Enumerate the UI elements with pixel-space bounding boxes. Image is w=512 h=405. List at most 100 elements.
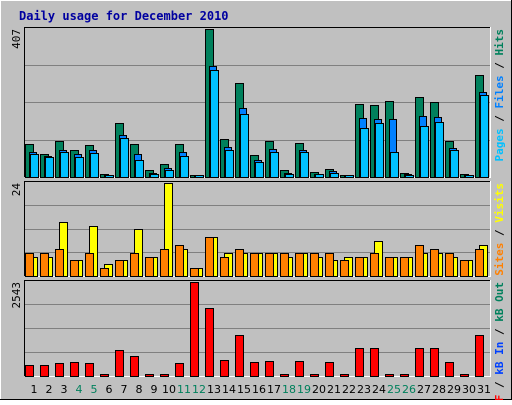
bar-kb-f-day-18 — [280, 374, 289, 377]
bar-sites-day-25 — [385, 257, 394, 277]
bar-kb-f-day-15 — [235, 335, 244, 377]
day-label-23: 23 — [357, 383, 371, 396]
bar-sites-day-16 — [250, 253, 259, 277]
bar-pages-day-24 — [375, 123, 384, 178]
bar-kb-f-day-16 — [250, 362, 259, 377]
bar-sites-day-24 — [370, 253, 379, 277]
day-label-22: 22 — [342, 383, 356, 396]
bar-kb-f-day-14 — [220, 360, 229, 377]
day-label-8: 8 — [136, 383, 143, 396]
bar-kb-f-day-10 — [160, 374, 169, 377]
day-label-2: 2 — [46, 383, 53, 396]
bar-kb-f-day-21 — [325, 362, 334, 377]
bar-sites-day-7 — [115, 260, 124, 277]
day-label-7: 7 — [121, 383, 128, 396]
bar-kb-f-day-2 — [40, 365, 49, 377]
bar-pages-day-11 — [180, 156, 189, 178]
bar-pages-day-31 — [480, 95, 489, 178]
bar-pages-day-29 — [450, 150, 459, 178]
legend-part-2: kB In — [493, 342, 506, 375]
day-label-26: 26 — [402, 383, 416, 396]
bar-sites-day-5 — [85, 253, 94, 277]
bar-pages-day-7 — [120, 138, 129, 178]
bar-pages-day-20 — [315, 174, 324, 178]
bar-sites-day-12 — [190, 268, 199, 277]
bar-sites-day-22 — [340, 260, 349, 277]
bar-kb-f-day-12 — [190, 282, 199, 377]
bar-sites-day-3 — [55, 249, 64, 277]
bar-kb-f-day-20 — [310, 374, 319, 377]
bar-pages-day-23 — [360, 128, 369, 178]
bar-kb-f-day-24 — [370, 348, 379, 377]
bar-sites-day-2 — [40, 253, 49, 277]
day-label-24: 24 — [372, 383, 386, 396]
legend-part-3: / — [493, 322, 506, 342]
bar-pages-day-14 — [225, 150, 234, 178]
bar-sites-day-9 — [145, 257, 154, 277]
bar-pages-day-28 — [435, 122, 444, 178]
legend-part-0: Sites — [493, 243, 506, 276]
day-label-21: 21 — [327, 383, 341, 396]
day-label-3: 3 — [61, 383, 68, 396]
day-label-16: 16 — [252, 383, 266, 396]
day-label-10: 10 — [162, 383, 176, 396]
day-label-1: 1 — [31, 383, 38, 396]
panel-hits-files-pages-legend: Pages / Files / Hits — [493, 29, 506, 162]
bar-sites-day-18 — [280, 253, 289, 277]
bar-kb-f-day-31 — [475, 335, 484, 377]
bar-kb-f-day-23 — [355, 348, 364, 377]
day-label-31: 31 — [477, 383, 491, 396]
day-label-28: 28 — [432, 383, 446, 396]
bar-kb-f-day-5 — [85, 363, 94, 377]
bar-sites-day-27 — [415, 245, 424, 277]
bar-pages-day-6 — [105, 175, 114, 178]
bar-kb-f-day-9 — [145, 374, 154, 377]
panel-kbf-kbin-kbout-max-label: 2543 — [10, 282, 23, 309]
bar-kb-f-day-3 — [55, 363, 64, 377]
day-label-13: 13 — [207, 383, 221, 396]
panel-visits-sites-max-label: 24 — [10, 183, 23, 197]
bar-sites-day-10 — [160, 249, 169, 277]
bar-pages-day-18 — [285, 174, 294, 178]
bar-pages-day-5 — [90, 153, 99, 178]
bar-pages-day-1 — [30, 154, 39, 178]
legend-part-1: / — [493, 109, 506, 129]
bar-sites-day-14 — [220, 257, 229, 277]
bar-kb-f-day-6 — [100, 374, 109, 377]
legend-part-3: / — [493, 56, 506, 76]
bar-sites-day-31 — [475, 249, 484, 277]
bar-pages-day-30 — [465, 175, 474, 178]
legend-part-4: Hits — [493, 29, 506, 56]
day-label-17: 17 — [267, 383, 281, 396]
bar-sites-day-6 — [100, 268, 109, 277]
bar-pages-day-26 — [405, 175, 414, 178]
day-label-14: 14 — [222, 383, 236, 396]
bar-kb-f-day-30 — [460, 374, 469, 377]
bar-pages-day-21 — [330, 173, 339, 178]
day-label-12: 12 — [192, 383, 206, 396]
day-label-19: 19 — [297, 383, 311, 396]
bar-pages-day-22 — [345, 175, 354, 178]
bar-sites-day-11 — [175, 245, 184, 277]
panel-visits-sites-legend: Sites / Visits — [493, 183, 506, 276]
bar-sites-day-8 — [130, 253, 139, 277]
day-label-25: 25 — [387, 383, 401, 396]
legend-part-0: Pages — [493, 128, 506, 161]
bar-pages-day-8 — [135, 160, 144, 178]
bar-pages-day-13 — [210, 70, 219, 178]
bar-pages-day-10 — [165, 170, 174, 178]
bar-sites-day-28 — [430, 249, 439, 277]
legend-part-2: Visits — [493, 183, 506, 223]
bar-sites-day-20 — [310, 253, 319, 277]
bar-kb-f-day-1 — [25, 365, 34, 377]
day-label-11: 11 — [177, 383, 191, 396]
day-label-4: 4 — [76, 383, 83, 396]
bar-kb-f-day-4 — [70, 362, 79, 377]
bar-sites-day-17 — [265, 253, 274, 277]
chart-title: Daily usage for December 2010 — [19, 9, 229, 23]
day-label-29: 29 — [447, 383, 461, 396]
bar-kb-f-day-28 — [430, 348, 439, 377]
bar-pages-day-27 — [420, 126, 429, 178]
